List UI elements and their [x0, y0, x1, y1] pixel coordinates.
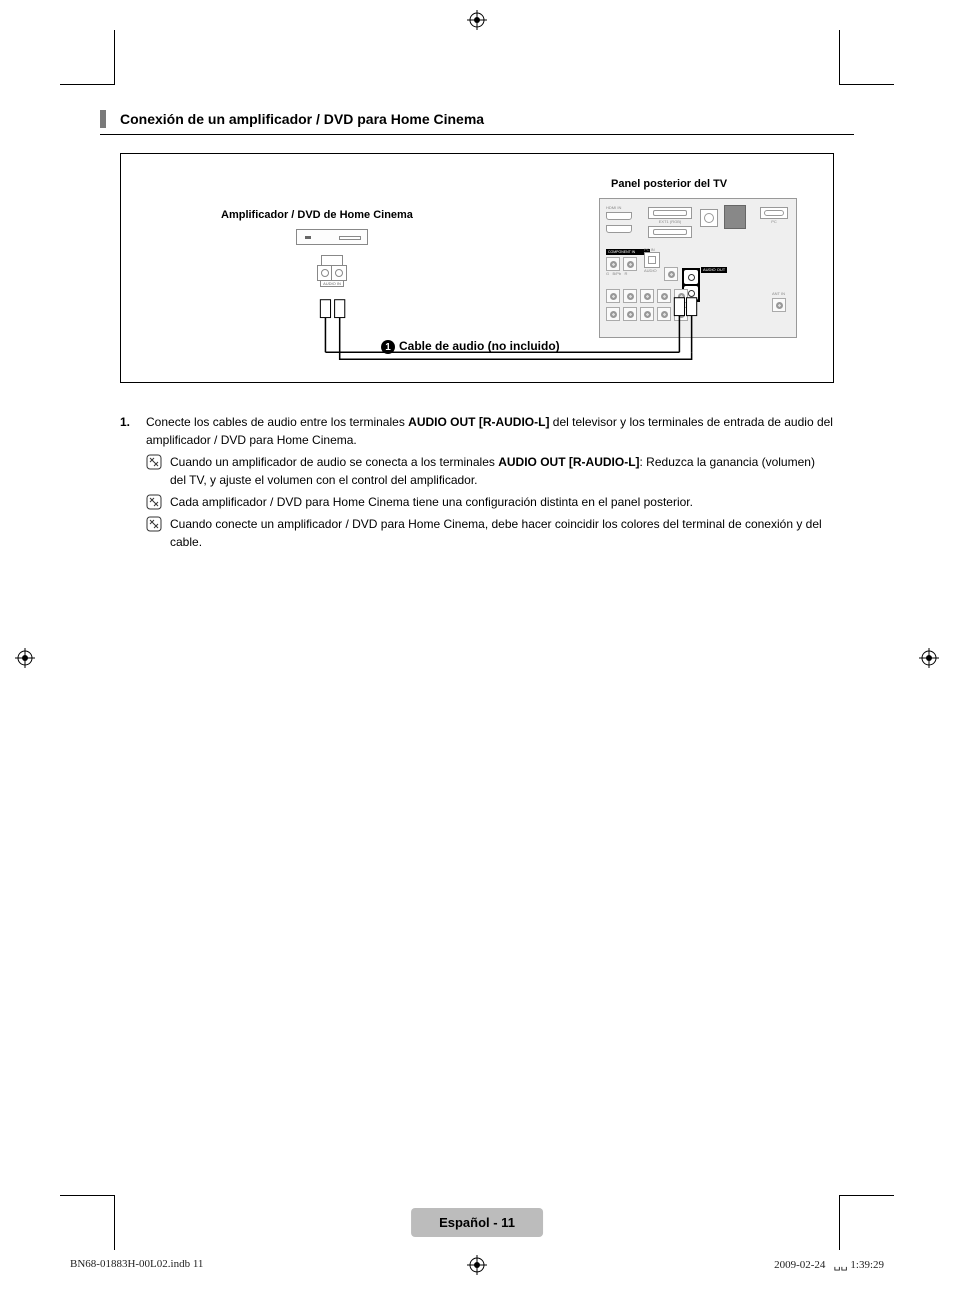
hdmi-label: HDMI IN — [606, 205, 632, 210]
document-page: Conexión de un amplificador / DVD para H… — [0, 0, 954, 1315]
trim-mark-bottom-right — [839, 1195, 894, 1250]
footer-filename: BN68-01883H-00L02.indb 11 — [70, 1258, 203, 1271]
port-b1 — [606, 289, 620, 303]
vga-port — [760, 207, 788, 219]
trim-mark-top-left — [60, 30, 115, 85]
page-number-badge: Español - 11 — [411, 1208, 543, 1237]
ext1-label: EXT1 (RGB) — [648, 219, 692, 224]
note-text: Cuando un amplificador de audio se conec… — [170, 453, 834, 489]
pc-label: PC — [760, 219, 788, 224]
note-icon — [146, 494, 162, 510]
ant-label: ANT IN — [772, 291, 786, 296]
tv-rear-panel: HDMI IN EXT1 (RGB) — [599, 198, 797, 338]
instruction-step: 1. Conecte los cables de audio entre los… — [120, 413, 834, 555]
port-b3 — [640, 289, 654, 303]
device-body — [296, 229, 368, 245]
note-text: Cuando conecte un amplificador / DVD par… — [170, 515, 834, 551]
port-row-bottom — [606, 289, 688, 303]
ant-pc-group: PC — [760, 207, 788, 224]
note-item: Cuando conecte un amplificador / DVD par… — [146, 515, 834, 551]
hdmi-group: HDMI IN — [606, 205, 632, 233]
component-pb-port — [623, 257, 637, 271]
section-title: Conexión de un amplificador / DVD para H… — [120, 111, 484, 127]
ant-group: ANT IN — [772, 291, 786, 312]
footer-datetime: 2009-02-24 ␣␣ 1:39:29 — [774, 1258, 884, 1271]
device-rear-panel: AUDIO IN — [296, 255, 368, 287]
connection-diagram: Amplificador / DVD de Home Cinema Panel … — [120, 153, 834, 383]
registration-mark-right — [919, 648, 939, 668]
audio-out-label: AUDIO OUT — [701, 267, 727, 273]
port-c3 — [640, 307, 654, 321]
cable-number-badge: 1 — [381, 340, 395, 354]
section-accent-bar — [100, 110, 106, 128]
note-list: Cuando un amplificador de audio se conec… — [146, 453, 834, 551]
audio-label: AUDIO — [644, 268, 660, 273]
pcin-group: PC IN AUDIO — [644, 247, 660, 273]
rca-jack-l — [332, 266, 346, 280]
ant-port — [772, 298, 786, 312]
cable-label: 1 Cable de audio (no incluido) — [381, 339, 560, 354]
device-rear-top — [321, 255, 343, 265]
port-b5 — [674, 289, 688, 303]
scart-group: EXT1 (RGB) — [648, 207, 692, 238]
scart-port-1 — [648, 207, 692, 219]
step-text-pre: Conecte los cables de audio entre los te… — [146, 415, 408, 429]
digital-out-box — [724, 205, 746, 229]
note-item: Cuando un amplificador de audio se conec… — [146, 453, 834, 489]
port-c2 — [623, 307, 637, 321]
hdmi-port-2 — [606, 225, 632, 233]
registration-mark-top — [467, 10, 487, 30]
audio-out-r — [684, 270, 698, 284]
trim-mark-top-right — [839, 30, 894, 85]
rca-port-1 — [664, 267, 678, 281]
port-c4 — [657, 307, 671, 321]
note-item: Cada amplificador / DVD para Home Cinema… — [146, 493, 834, 511]
note-icon — [146, 454, 162, 470]
scart-port-2 — [648, 226, 692, 238]
rca-jack-r — [318, 266, 332, 280]
step-body: Conecte los cables de audio entre los te… — [146, 413, 834, 555]
component-y-port — [606, 257, 620, 271]
device-tray-icon — [339, 236, 361, 240]
trim-mark-bottom-left — [60, 1195, 115, 1250]
step-bold-1: AUDIO OUT [R-AUDIO-L] — [408, 415, 549, 429]
hdmi-port-1 — [606, 212, 632, 220]
registration-mark-left — [15, 648, 35, 668]
port-c1 — [606, 307, 620, 321]
pcin-port — [644, 252, 660, 268]
instruction-list: 1. Conecte los cables de audio entre los… — [120, 413, 834, 555]
port-b2 — [623, 289, 637, 303]
port-c5 — [674, 307, 688, 321]
optical-port — [700, 209, 718, 227]
device-label: Amplificador / DVD de Home Cinema — [221, 209, 413, 221]
section-header: Conexión de un amplificador / DVD para H… — [100, 110, 854, 135]
port-b4 — [657, 289, 671, 303]
cable-label-text: Cable de audio (no incluido) — [399, 339, 560, 353]
digital-audio-group — [724, 205, 750, 229]
amplifier-device-icon: AUDIO IN — [296, 229, 368, 287]
audio-in-label: AUDIO IN — [320, 281, 344, 287]
note-icon — [146, 516, 162, 532]
rca-row — [317, 265, 347, 281]
port-row-bottom2 — [606, 307, 688, 321]
device-power-icon — [305, 236, 311, 239]
note-text: Cada amplificador / DVD para Home Cinema… — [170, 493, 693, 511]
tv-panel-label: Panel posterior del TV — [611, 178, 727, 190]
step-number: 1. — [120, 413, 136, 555]
footer-meta: BN68-01883H-00L02.indb 11 2009-02-24 ␣␣ … — [70, 1258, 884, 1271]
